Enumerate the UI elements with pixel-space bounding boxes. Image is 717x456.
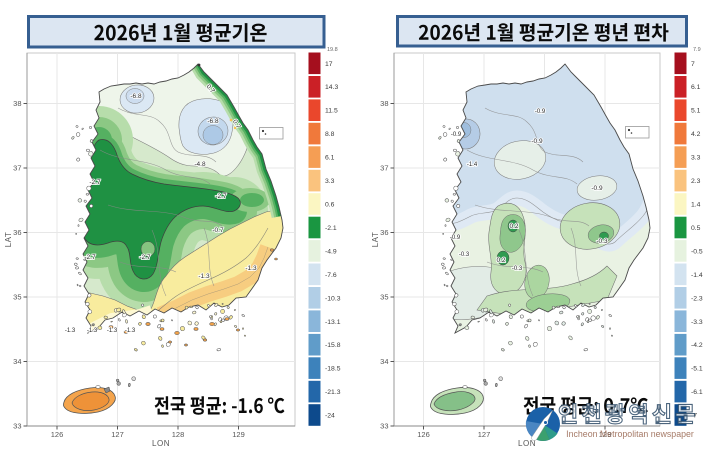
svg-text:0.2: 0.2 (496, 257, 505, 264)
svg-text:-1.4: -1.4 (467, 162, 478, 168)
svg-text:7.9: 7.9 (693, 47, 701, 53)
svg-text:-0.3: -0.3 (459, 252, 470, 258)
svg-text:34: 34 (13, 357, 21, 366)
svg-text:17: 17 (325, 61, 333, 68)
svg-text:-3.3: -3.3 (691, 319, 703, 326)
svg-text:-5.1: -5.1 (691, 366, 703, 373)
svg-text:8.8: 8.8 (325, 131, 335, 138)
svg-text:-0.7: -0.7 (212, 227, 224, 234)
svg-text:-13.1: -13.1 (325, 319, 341, 326)
svg-text:-21.3: -21.3 (325, 389, 341, 396)
svg-text:5.1: 5.1 (691, 108, 701, 115)
svg-text:-4.2: -4.2 (691, 342, 703, 349)
svg-text:2.3: 2.3 (691, 178, 701, 185)
svg-text:-2.1: -2.1 (325, 225, 337, 232)
svg-text:-0.3: -0.3 (596, 238, 608, 245)
svg-text:-1.3: -1.3 (125, 328, 136, 334)
svg-text:37: 37 (380, 164, 388, 173)
svg-text:128: 128 (172, 430, 185, 439)
svg-text:126: 126 (51, 430, 64, 439)
svg-text:-0.9: -0.9 (535, 109, 546, 115)
svg-text:0.2: 0.2 (509, 223, 518, 230)
svg-text:35: 35 (380, 293, 388, 302)
svg-text:126: 126 (417, 430, 430, 439)
svg-text:-15.8: -15.8 (325, 342, 341, 349)
svg-text:-0.9: -0.9 (591, 185, 603, 192)
svg-text:6.1: 6.1 (325, 155, 335, 162)
svg-text:129: 129 (232, 430, 245, 439)
svg-text:LON: LON (152, 439, 170, 448)
svg-text:-1.3: -1.3 (87, 328, 98, 334)
svg-text:0.5: 0.5 (691, 225, 701, 232)
svg-text:-0.9: -0.9 (451, 132, 462, 138)
svg-text:-24: -24 (325, 413, 335, 420)
svg-text:14.3: 14.3 (325, 84, 338, 91)
svg-text:-2.7: -2.7 (84, 254, 96, 261)
svg-text:-2.7: -2.7 (139, 254, 151, 261)
svg-text:Incheon Metropolitan newspaper: Incheon Metropolitan newspaper (566, 429, 694, 439)
svg-text:3.3: 3.3 (691, 155, 701, 162)
svg-text:-0.9: -0.9 (531, 138, 543, 145)
svg-text:-1.3: -1.3 (65, 328, 76, 334)
svg-text:LAT: LAT (4, 232, 13, 248)
svg-text:LAT: LAT (371, 232, 380, 248)
svg-text:38: 38 (380, 99, 388, 108)
svg-text:11.5: 11.5 (325, 108, 338, 115)
svg-text:0.6: 0.6 (325, 202, 335, 209)
svg-text:19.8: 19.8 (327, 47, 338, 53)
svg-text:-2.7: -2.7 (215, 193, 227, 200)
svg-text:-6.8: -6.8 (130, 93, 142, 100)
svg-text:-1.3: -1.3 (198, 273, 210, 280)
svg-text:-6.8: -6.8 (207, 118, 219, 125)
svg-text:1.4: 1.4 (691, 202, 701, 209)
svg-text:-1.3: -1.3 (107, 328, 118, 334)
svg-text:37: 37 (13, 164, 21, 173)
svg-text:-4.8: -4.8 (194, 161, 206, 168)
svg-text:129: 129 (599, 430, 612, 439)
svg-text:38: 38 (13, 99, 21, 108)
svg-text:33: 33 (13, 422, 21, 431)
svg-text:-18.5: -18.5 (325, 366, 341, 373)
svg-text:LON: LON (518, 439, 536, 448)
svg-text:6.1: 6.1 (691, 84, 701, 91)
svg-text:-0.3: -0.3 (512, 266, 523, 272)
svg-text:127: 127 (478, 430, 491, 439)
svg-text:33: 33 (380, 422, 388, 431)
svg-text:-4.9: -4.9 (325, 248, 337, 255)
svg-text:-0.5: -0.5 (691, 248, 703, 255)
svg-text:4.2: 4.2 (691, 131, 701, 138)
svg-text:127: 127 (111, 430, 124, 439)
svg-text:34: 34 (380, 357, 388, 366)
svg-text:36: 36 (380, 228, 388, 237)
svg-text:-0.9: -0.9 (450, 235, 461, 241)
svg-text:-7.6: -7.6 (325, 272, 337, 279)
svg-text:3.3: 3.3 (325, 178, 335, 185)
svg-text:-2.7: -2.7 (89, 179, 101, 186)
svg-text:-10.3: -10.3 (325, 295, 341, 302)
svg-text:-1.4: -1.4 (691, 272, 703, 279)
svg-text:-2.3: -2.3 (691, 295, 703, 302)
svg-text:35: 35 (13, 293, 21, 302)
svg-text:-1.3: -1.3 (245, 265, 257, 272)
svg-text:7: 7 (691, 61, 695, 68)
svg-text:-6.1: -6.1 (691, 389, 703, 396)
svg-text:36: 36 (13, 228, 21, 237)
